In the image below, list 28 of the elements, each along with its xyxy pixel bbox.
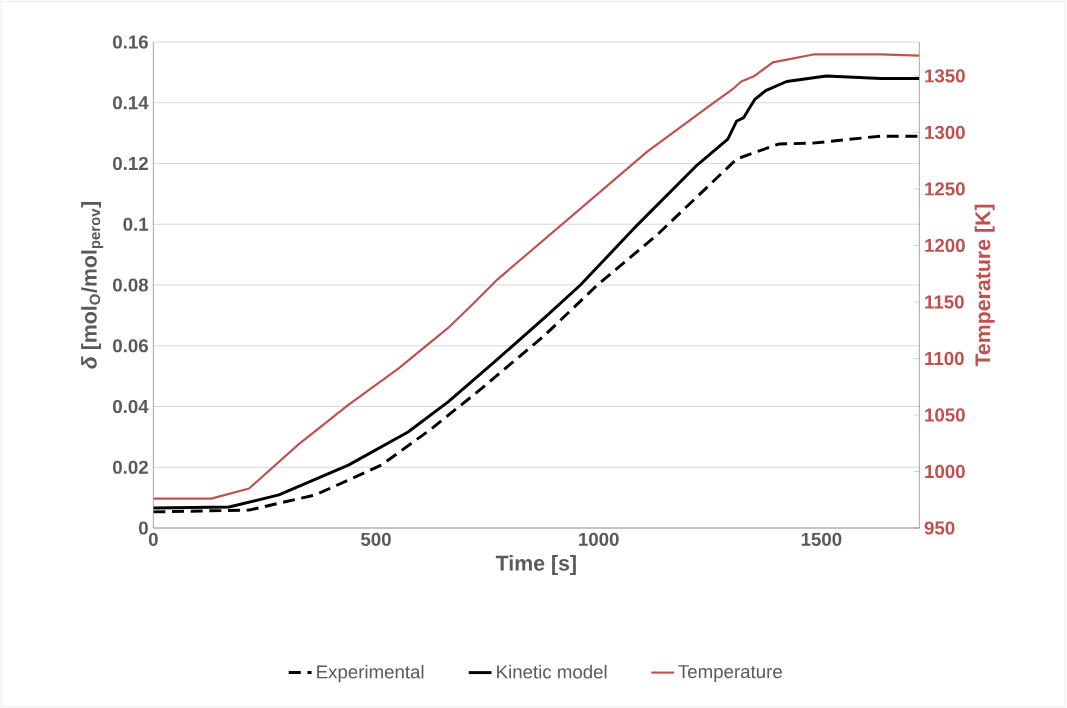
y2-axis-title: Temperature [K] xyxy=(974,204,995,367)
y-tick-label: 0.04 xyxy=(113,399,149,414)
y2-tick-label: 1350 xyxy=(925,69,965,83)
y-tick-label: 0.08 xyxy=(113,278,149,292)
y2-tick-label: 1250 xyxy=(925,182,965,196)
legend-label: Kinetic model xyxy=(497,664,607,679)
y2-tick-label: 1000 xyxy=(925,464,965,479)
y-tick-label: 0.14 xyxy=(113,96,149,110)
y-tick-label: 0.16 xyxy=(113,35,148,49)
y2-tick-label: 1050 xyxy=(925,408,965,422)
y-axis-title: δ [mol$_{O}$/mol$_{perov}$] xyxy=(81,201,104,369)
legend-label: Experimental xyxy=(317,664,424,683)
y2-tick-label: 950 xyxy=(924,521,955,535)
y-tick-label: 0 xyxy=(138,521,148,535)
x-tick-label: 0 xyxy=(148,532,158,546)
y-tick-label: 0.12 xyxy=(113,156,148,171)
y-tick-label: 0.1 xyxy=(123,217,149,231)
legend-label: Temperature xyxy=(678,665,782,682)
x-axis-title: Time [s] xyxy=(495,555,576,575)
x-tick-label: 1500 xyxy=(801,532,842,546)
y-tick-label: 0.02 xyxy=(113,460,148,474)
x-tick-label: 500 xyxy=(361,532,391,546)
y2-tick-label: 1200 xyxy=(925,238,965,253)
y-tick-label: 0.06 xyxy=(113,339,148,353)
y2-tick-label: 1300 xyxy=(925,125,965,140)
y2-tick-label: 1100 xyxy=(925,351,964,366)
y2-tick-label: 1150 xyxy=(925,295,964,309)
x-tick-label: 1000 xyxy=(579,532,619,546)
